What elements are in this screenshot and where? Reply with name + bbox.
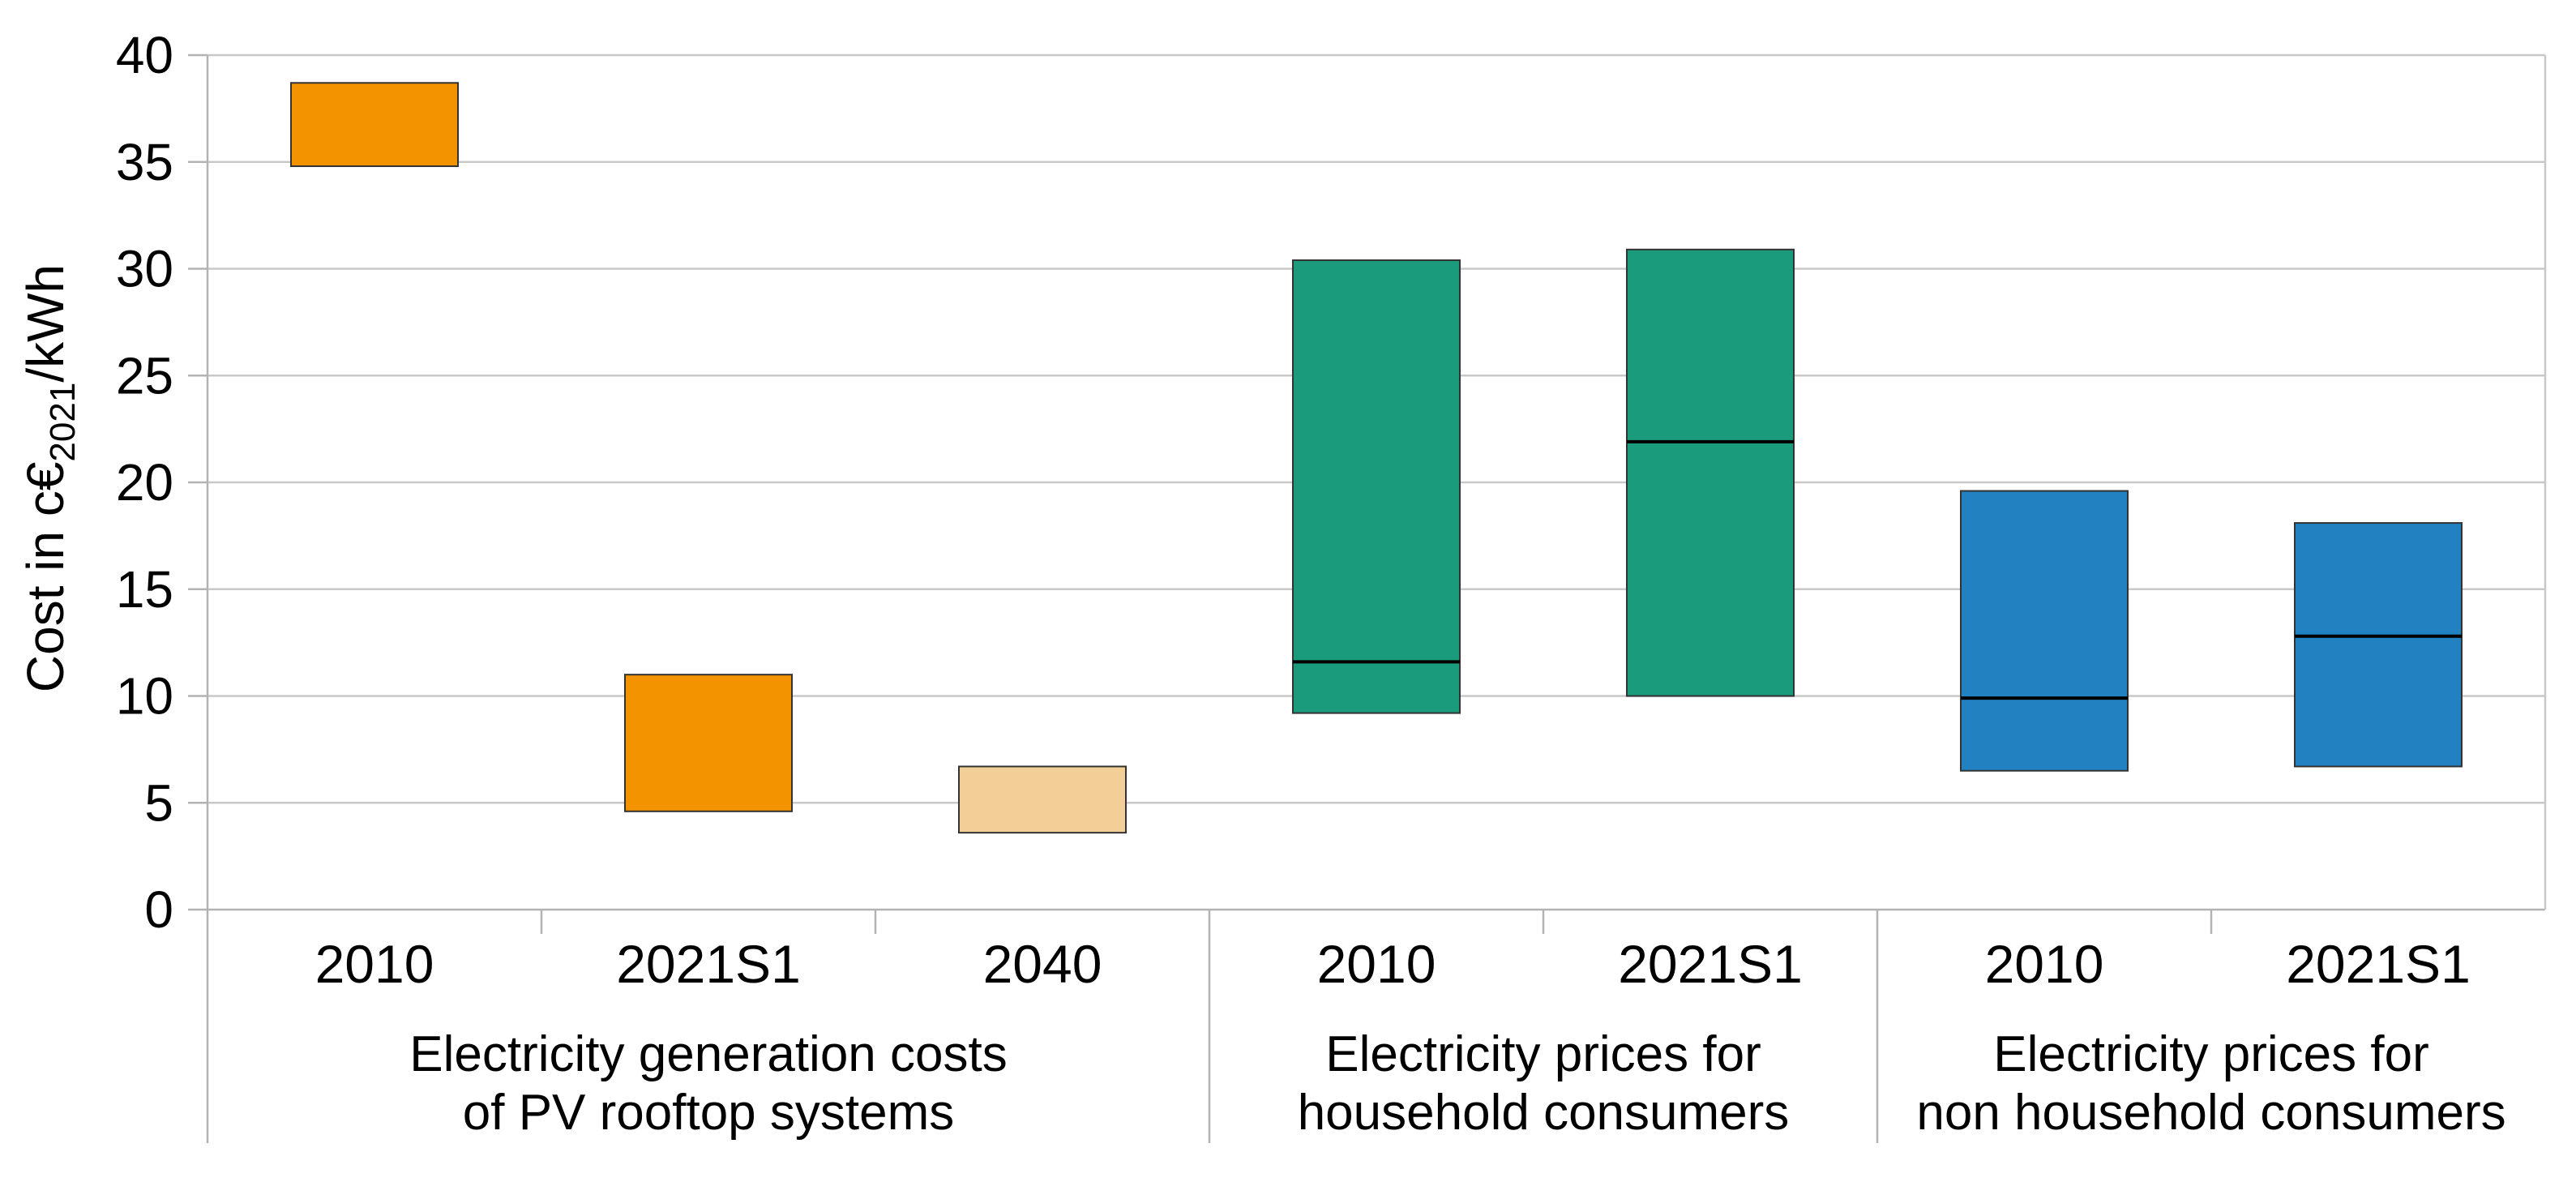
category-label: 2021S1: [1618, 934, 1803, 994]
bars: [290, 82, 2463, 834]
bar-1-0: [1292, 259, 1461, 714]
bar-0-0: [290, 82, 459, 168]
bar-1-1: [1626, 248, 1795, 697]
bar-0-1: [624, 674, 793, 812]
y-tick-label: 0: [144, 880, 173, 939]
y-tick-label: 5: [144, 773, 173, 832]
category-label: 2021S1: [2286, 934, 2471, 994]
category-label: 2021S1: [616, 934, 801, 994]
y-tick-label: 30: [116, 240, 173, 298]
bar-2-1: [2294, 522, 2463, 768]
y-axis-title-prefix: Cost in c€: [16, 462, 75, 693]
category-label: 2040: [983, 934, 1102, 994]
group-label-line1: Electricity generation costs: [409, 1026, 1007, 1082]
labels: 0 5 10 15 20 25 30 35 40 2010 2021S1 2040 Electricit…: [116, 26, 2506, 1141]
y-axis-title-suffix: /kWh: [16, 264, 75, 383]
group-label-line1: Electricity prices for: [1325, 1026, 1761, 1082]
bar-2-0: [1960, 490, 2129, 772]
y-tick-label: 25: [116, 346, 173, 405]
y-tick-label: 10: [116, 667, 173, 726]
bar-0-2: [958, 765, 1127, 834]
y-axis-title-subscript: 2021: [43, 383, 83, 462]
y-tick-label: 15: [116, 560, 173, 619]
group-label-line2: household consumers: [1298, 1085, 1790, 1141]
group-label-line2: non household consumers: [1916, 1085, 2505, 1141]
y-axis-title: Cost in c€2021/kWh: [16, 264, 83, 692]
y-tick-label: 40: [116, 26, 173, 84]
group-label-line2: of PV rooftop systems: [463, 1085, 954, 1141]
y-tick-label: 20: [116, 453, 173, 512]
category-label: 2010: [315, 934, 434, 994]
axes: [188, 54, 2547, 1143]
category-label: 2010: [1985, 934, 2104, 994]
y-tick-label: 35: [116, 133, 173, 191]
category-label: 2010: [1317, 934, 1436, 994]
group-label-line1: Electricity prices for: [1993, 1026, 2428, 1082]
